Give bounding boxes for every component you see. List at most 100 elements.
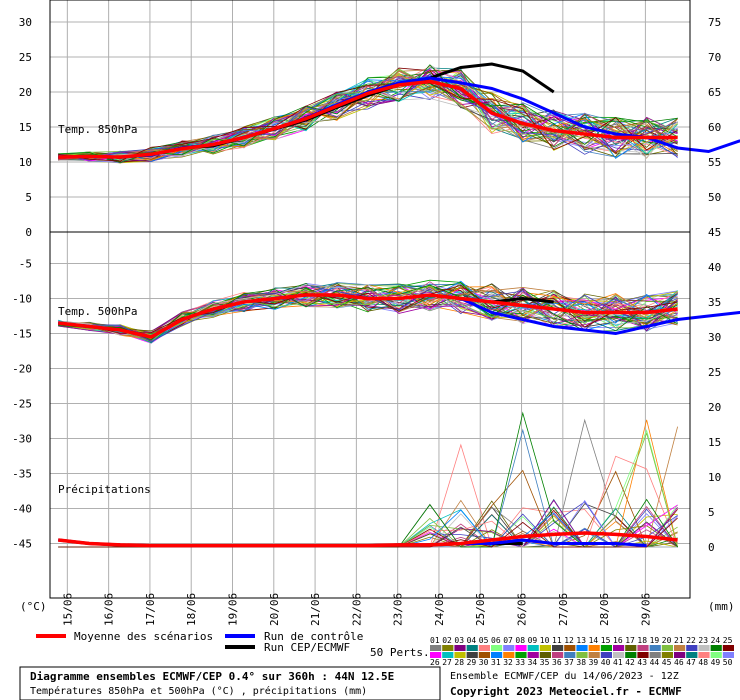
pert-swatch-bottom [686, 652, 698, 658]
pert-swatch-top [491, 645, 503, 651]
pert-swatch-bottom [491, 652, 503, 658]
pert-number-bottom: 38 [576, 658, 586, 667]
pert-number-bottom: 28 [454, 658, 464, 667]
right-tick-label: 60 [708, 121, 721, 134]
pert-swatch-bottom [466, 652, 478, 658]
date-tick-label: 18/06 [185, 593, 198, 626]
pert-number-bottom: 26 [430, 658, 440, 667]
t500-panel-frame [49, 231, 691, 599]
pert-swatch-bottom [539, 652, 551, 658]
pert-number-bottom: 31 [491, 658, 501, 667]
date-tick-label: 21/06 [309, 593, 322, 626]
pert-swatch-bottom [649, 652, 661, 658]
legend-mean-label: Moyenne des scénarios [74, 630, 213, 643]
pert-number-bottom: 37 [564, 658, 574, 667]
pert-swatch-top [588, 645, 600, 651]
pert-swatch-top [637, 645, 649, 651]
pert-swatch-top [478, 645, 490, 651]
pert-swatch-bottom [478, 652, 490, 658]
left-tick-label: 20 [19, 86, 32, 99]
date-tick-label: 25/06 [474, 593, 487, 626]
perturbation-line [58, 499, 678, 548]
right-tick-label: 50 [708, 191, 721, 204]
left-tick-label: 10 [19, 156, 32, 169]
perturbation-line [58, 285, 678, 343]
pert-swatch-bottom [674, 652, 686, 658]
series-line-precip [58, 531, 678, 548]
pert-swatch-bottom [515, 652, 527, 658]
left-tick-label: -35 [12, 468, 32, 481]
left-tick-label: 5 [25, 191, 32, 204]
pert-swatch-bottom [661, 652, 673, 658]
pert-swatch-bottom [722, 652, 734, 658]
pert-swatch-bottom [710, 652, 722, 658]
right-tick-label: 65 [708, 86, 721, 99]
right-tick-label: 25 [708, 366, 721, 379]
perturbation-line [58, 82, 678, 162]
pert-number-bottom: 29 [467, 658, 477, 667]
pert-number-bottom: 35 [540, 658, 550, 667]
pert-number-top: 10 [540, 636, 550, 645]
series-line-t500 [58, 293, 678, 339]
pert-number-top: 04 [467, 636, 477, 645]
pert-number-bottom: 33 [515, 658, 525, 667]
pert-number-top: 15 [601, 636, 611, 645]
right-tick-label: 10 [708, 471, 721, 484]
right-tick-label: 45 [708, 226, 721, 239]
pert-number-bottom: 46 [674, 658, 684, 667]
pert-swatch-bottom [613, 652, 625, 658]
left-tick-label: 30 [19, 16, 32, 29]
pert-number-bottom: 42 [625, 658, 635, 667]
right-tick-label: 0 [708, 541, 715, 554]
perturbation-line [58, 504, 678, 548]
footer-run-info: Ensemble ECMWF/CEP du 14/06/2023 - 12Z [450, 671, 679, 682]
perturbation-line [58, 499, 678, 548]
pert-number-bottom: 36 [552, 658, 562, 667]
right-tick-label: 40 [708, 261, 721, 274]
date-tick-label: 17/06 [144, 593, 157, 626]
footer-copyright: Copyright 2023 Meteociel.fr - ECMWF [450, 685, 682, 698]
pert-swatch-top [430, 645, 442, 651]
pert-swatch-top [515, 645, 527, 651]
footer-subtitle: Températures 850hPa et 500hPa (°C) , pré… [30, 685, 367, 697]
date-tick-label: 16/06 [103, 593, 116, 626]
series-line-t850 [58, 79, 678, 159]
pert-swatch-top [576, 645, 588, 651]
pert-swatch-top [442, 645, 454, 651]
pert-number-top: 20 [662, 636, 672, 645]
axes: 15/06 16/06 17/06 18/06 19/06 20/06 21/06 22/06… [12, 0, 721, 626]
pert-swatch-top [454, 645, 466, 651]
right-tick-label: 75 [708, 16, 721, 29]
perturbation-line [58, 506, 678, 548]
pert-number-top: 14 [589, 636, 599, 645]
panel-label-precip: Précipitations [58, 483, 151, 496]
pert-swatch-top [661, 645, 673, 651]
right-tick-label: 5 [708, 506, 715, 519]
perturbation-line [58, 411, 678, 548]
date-tick-label: 15/06 [61, 593, 74, 626]
left-tick-label: -30 [12, 433, 32, 446]
perturbation-line [58, 503, 678, 548]
pert-number-bottom: 30 [479, 658, 489, 667]
pert-swatch-bottom [552, 652, 564, 658]
perturbation-line [58, 504, 678, 548]
pert-swatch-bottom [576, 652, 588, 658]
pert-number-top: 17 [625, 636, 635, 645]
pert-number-top: 09 [528, 636, 538, 645]
left-tick-label: -40 [12, 503, 32, 516]
pert-swatch-bottom [430, 652, 442, 658]
perturbation-lines [58, 64, 679, 548]
legend-perts-label: 50 Perts. [370, 646, 430, 659]
right-tick-label: 30 [708, 331, 721, 344]
perturbation-line [58, 282, 678, 334]
legend: Moyenne des scénarios Run de contrôle Ru… [36, 630, 734, 667]
perturbation-line [58, 280, 678, 344]
pert-number-top: 06 [491, 636, 501, 645]
perturbation-line [58, 506, 678, 548]
right-tick-label: 15 [708, 436, 721, 449]
date-tick-label: 29/06 [639, 593, 652, 626]
date-tick-label: 27/06 [557, 593, 570, 626]
pert-swatch-top [613, 645, 625, 651]
date-tick-label: 24/06 [433, 593, 446, 626]
pert-number-bottom: 41 [613, 658, 623, 667]
